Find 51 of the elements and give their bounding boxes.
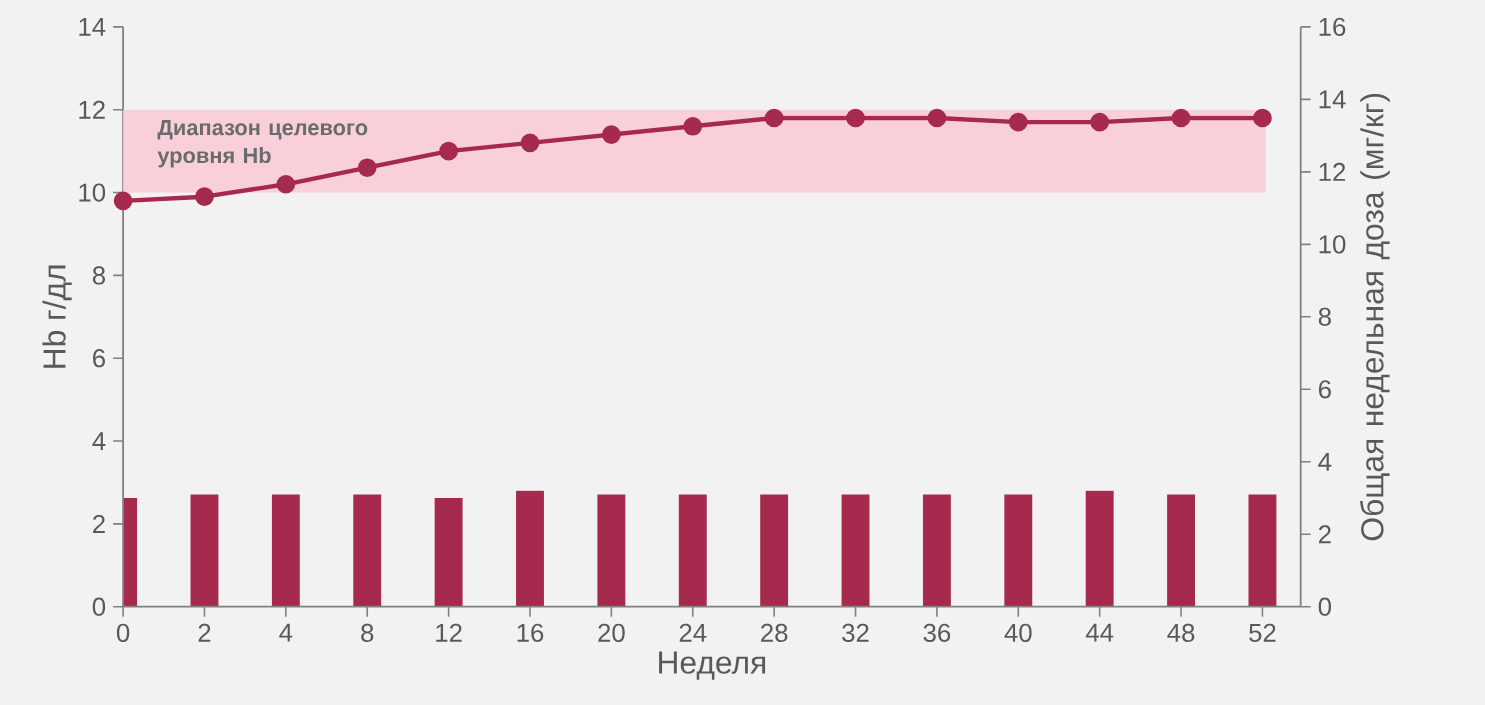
x-tick-label: 24 — [679, 623, 707, 642]
y-tick-label: 6 — [93, 348, 105, 368]
point — [357, 158, 377, 177]
y-tick-label: 2 — [93, 514, 105, 533]
y2-tick-label: 2 — [1318, 525, 1331, 544]
y2-tick-label: 10 — [1319, 235, 1346, 254]
point — [195, 187, 214, 206]
point — [276, 174, 296, 194]
x-tick-label: 20 — [598, 623, 625, 642]
point — [602, 125, 621, 144]
x-tick-label: 28 — [761, 623, 788, 642]
y2-tick-label: 14 — [1319, 90, 1346, 109]
point — [439, 141, 458, 161]
x-tick-label: 0 — [116, 623, 130, 642]
y-axis-title: Hb г/дл — [42, 265, 72, 368]
x-axis-title: Неделя — [659, 651, 766, 680]
point — [1171, 108, 1191, 128]
point — [846, 108, 865, 128]
x-tick-label: 44 — [1085, 623, 1114, 642]
y2-axis-title: Общая недельная доза (мг/кг) — [1360, 93, 1390, 541]
y2-tick-label: 12 — [1319, 162, 1346, 181]
y-tick-label: 14 — [79, 17, 106, 36]
x-tick-label: 12 — [436, 623, 462, 642]
x-tick-label: 40 — [1004, 623, 1032, 642]
y2-tick-label: 6 — [1318, 379, 1331, 399]
x-tick-label: 48 — [1167, 623, 1195, 642]
point — [520, 133, 540, 153]
y-tick-label: 12 — [79, 100, 105, 119]
y-tick-label: 0 — [92, 597, 106, 616]
point — [1090, 112, 1110, 132]
y2-tick-label: 4 — [1318, 452, 1332, 471]
y-tick-label: 4 — [92, 432, 106, 450]
point — [764, 108, 784, 128]
band-label: Диапазон целевого уровня Hb — [157, 119, 368, 168]
y2-tick-label: 8 — [1318, 307, 1331, 326]
y-tick-label: 8 — [92, 266, 105, 285]
point — [1008, 112, 1028, 132]
y2-tick-label: 0 — [1318, 597, 1332, 616]
point — [1253, 108, 1272, 128]
x-tick-label: 8 — [361, 623, 374, 642]
point — [927, 108, 947, 128]
x-tick-label: 52 — [1249, 623, 1276, 642]
point — [113, 191, 133, 211]
point — [683, 116, 703, 136]
x-tick-label: 36 — [923, 623, 951, 642]
x-tick-label: 2 — [198, 623, 211, 642]
y-tick-label: 10 — [79, 183, 106, 202]
x-tick-label: 4 — [279, 623, 293, 642]
y2-tick-label: 16 — [1319, 17, 1346, 36]
x-tick-label: 16 — [517, 623, 544, 642]
x-tick-label: 32 — [842, 623, 869, 642]
